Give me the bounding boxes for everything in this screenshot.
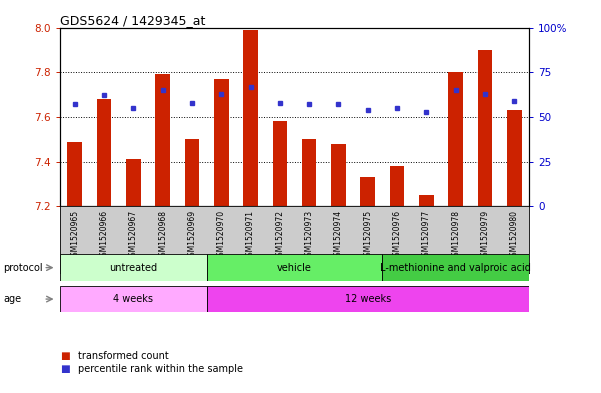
- Bar: [448, 72, 463, 206]
- Text: vehicle: vehicle: [277, 263, 312, 273]
- Bar: [126, 160, 141, 206]
- Text: age: age: [3, 294, 21, 304]
- Bar: [382, 254, 529, 281]
- Bar: [97, 99, 111, 206]
- Text: GSM1520972: GSM1520972: [275, 210, 284, 261]
- Text: GSM1520980: GSM1520980: [510, 210, 519, 261]
- Text: 12 weeks: 12 weeks: [344, 294, 391, 304]
- Text: GSM1520977: GSM1520977: [422, 210, 431, 261]
- Bar: [272, 121, 287, 206]
- Bar: [389, 166, 404, 206]
- Text: GSM1520968: GSM1520968: [158, 210, 167, 261]
- Bar: [207, 254, 382, 281]
- Text: protocol: protocol: [3, 263, 43, 273]
- Bar: [331, 144, 346, 206]
- Text: GSM1520970: GSM1520970: [217, 210, 226, 261]
- Bar: [302, 139, 317, 206]
- Text: GSM1520978: GSM1520978: [451, 210, 460, 261]
- Bar: [478, 50, 492, 206]
- Bar: [214, 79, 228, 206]
- Bar: [361, 177, 375, 206]
- Text: 4 weeks: 4 weeks: [114, 294, 153, 304]
- Text: GSM1520969: GSM1520969: [188, 210, 197, 261]
- Text: GSM1520971: GSM1520971: [246, 210, 255, 261]
- Text: GSM1520979: GSM1520979: [480, 210, 489, 261]
- Text: ■: ■: [60, 351, 70, 361]
- Text: L-methionine and valproic acid: L-methionine and valproic acid: [380, 263, 531, 273]
- Text: GSM1520976: GSM1520976: [392, 210, 401, 261]
- Text: GSM1520967: GSM1520967: [129, 210, 138, 261]
- Bar: [207, 286, 529, 312]
- Text: GSM1520975: GSM1520975: [363, 210, 372, 261]
- Text: untreated: untreated: [109, 263, 157, 273]
- Bar: [507, 110, 522, 206]
- Text: ■: ■: [60, 364, 70, 375]
- Bar: [67, 141, 82, 206]
- Text: GSM1520974: GSM1520974: [334, 210, 343, 261]
- Text: percentile rank within the sample: percentile rank within the sample: [78, 364, 243, 375]
- Text: GSM1520966: GSM1520966: [100, 210, 109, 261]
- Bar: [60, 286, 207, 312]
- Bar: [185, 139, 200, 206]
- Text: GSM1520965: GSM1520965: [70, 210, 79, 261]
- Text: GSM1520973: GSM1520973: [305, 210, 314, 261]
- Text: transformed count: transformed count: [78, 351, 169, 361]
- Bar: [419, 195, 434, 206]
- Bar: [155, 74, 170, 206]
- Bar: [243, 30, 258, 206]
- Bar: [60, 254, 207, 281]
- Text: GDS5624 / 1429345_at: GDS5624 / 1429345_at: [60, 14, 206, 27]
